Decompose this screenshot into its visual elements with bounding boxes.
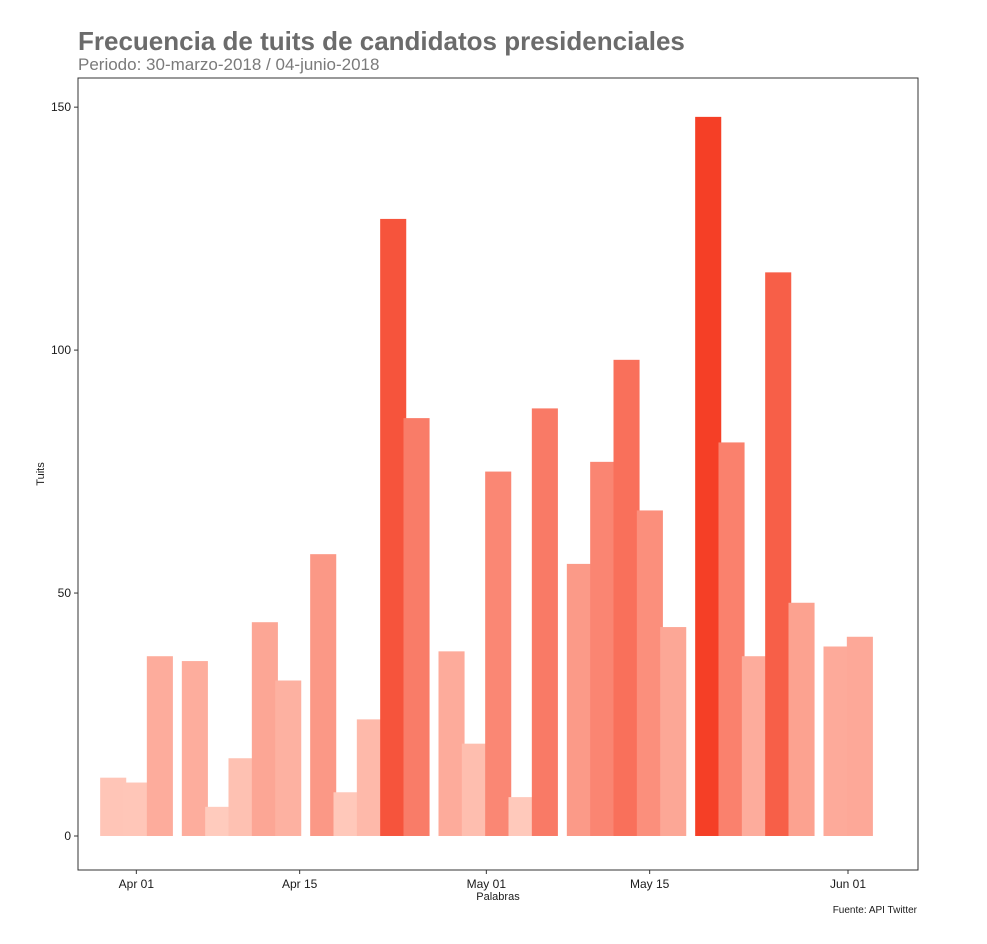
bar-2018-04-14: [275, 680, 302, 836]
x-tick-label-2018-04-01: Apr 01: [119, 877, 155, 891]
bar-2018-05-13: [613, 359, 640, 836]
bar-2018-04-01: [123, 782, 150, 836]
y-tick-label-100: 100: [51, 343, 71, 357]
bar-2018-05-11: [590, 461, 617, 836]
bar-2018-05-04: [508, 797, 535, 836]
bar-2018-04-03: [146, 656, 173, 836]
bar-2018-05-09: [566, 563, 593, 836]
bar-2018-04-23: [380, 218, 407, 836]
bar-2018-05-15: [636, 510, 663, 836]
bar-2018-04-28: [438, 651, 465, 836]
bar-2018-04-12: [251, 622, 278, 836]
x-tick-label-2018-06-01: Jun 01: [830, 877, 866, 891]
bar-2018-05-26: [765, 272, 792, 836]
bar-2018-04-25: [403, 418, 430, 836]
bar-2018-04-10: [228, 758, 255, 836]
caption: Fuente: API Twitter: [833, 905, 918, 916]
x-axis-title: Palabras: [476, 891, 520, 903]
y-tick-label-50: 50: [58, 586, 72, 600]
bar-2018-03-30: [100, 777, 127, 836]
bar-2018-05-02: [485, 471, 512, 836]
y-axis-title: Tuits: [35, 462, 47, 486]
bars-layer: [100, 116, 873, 836]
bar-2018-04-30: [461, 743, 488, 836]
bar-2018-05-17: [660, 627, 687, 836]
x-tick-label-2018-04-15: Apr 15: [282, 877, 318, 891]
y-axis: 0 50 100 150: [51, 100, 78, 843]
x-tick-label-2018-05-01: May 01: [467, 877, 507, 891]
bar-2018-04-17: [310, 554, 337, 836]
x-axis: Apr 01 Apr 15 May 01 May 15 Jun 01: [119, 870, 866, 891]
chart-title: Frecuencia de tuits de candidatos presid…: [78, 26, 685, 56]
bar-2018-04-21: [356, 719, 383, 836]
bar-2018-04-19: [333, 792, 360, 836]
bar-2018-06-02: [846, 636, 873, 836]
y-tick-label-150: 150: [51, 100, 71, 114]
panel-border: [77, 77, 919, 871]
x-tick-label-2018-05-15: May 15: [630, 877, 670, 891]
bar-2018-05-06: [531, 408, 558, 836]
chart-subtitle: Periodo: 30-marzo-2018 / 04-junio-2018: [78, 55, 380, 74]
bar-2018-05-31: [823, 646, 850, 836]
bar-2018-05-24: [741, 656, 768, 836]
bar-2018-04-08: [205, 806, 232, 836]
bar-2018-05-20: [695, 116, 722, 836]
bar-2018-05-22: [718, 442, 745, 836]
y-tick-label-0: 0: [64, 829, 71, 843]
bar-2018-05-28: [788, 602, 815, 836]
bar-2018-04-06: [181, 661, 208, 836]
